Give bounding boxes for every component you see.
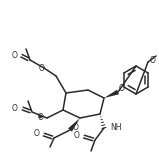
Text: O: O: [73, 132, 79, 141]
Text: O: O: [119, 84, 125, 93]
Polygon shape: [104, 90, 119, 98]
Text: NH: NH: [110, 123, 121, 133]
Text: O: O: [150, 56, 156, 65]
Text: O: O: [11, 51, 17, 60]
Text: O: O: [37, 113, 43, 122]
Text: O: O: [12, 104, 18, 113]
Text: O: O: [39, 63, 45, 72]
Text: O: O: [73, 123, 79, 133]
Polygon shape: [68, 118, 80, 132]
Text: O: O: [33, 129, 39, 138]
